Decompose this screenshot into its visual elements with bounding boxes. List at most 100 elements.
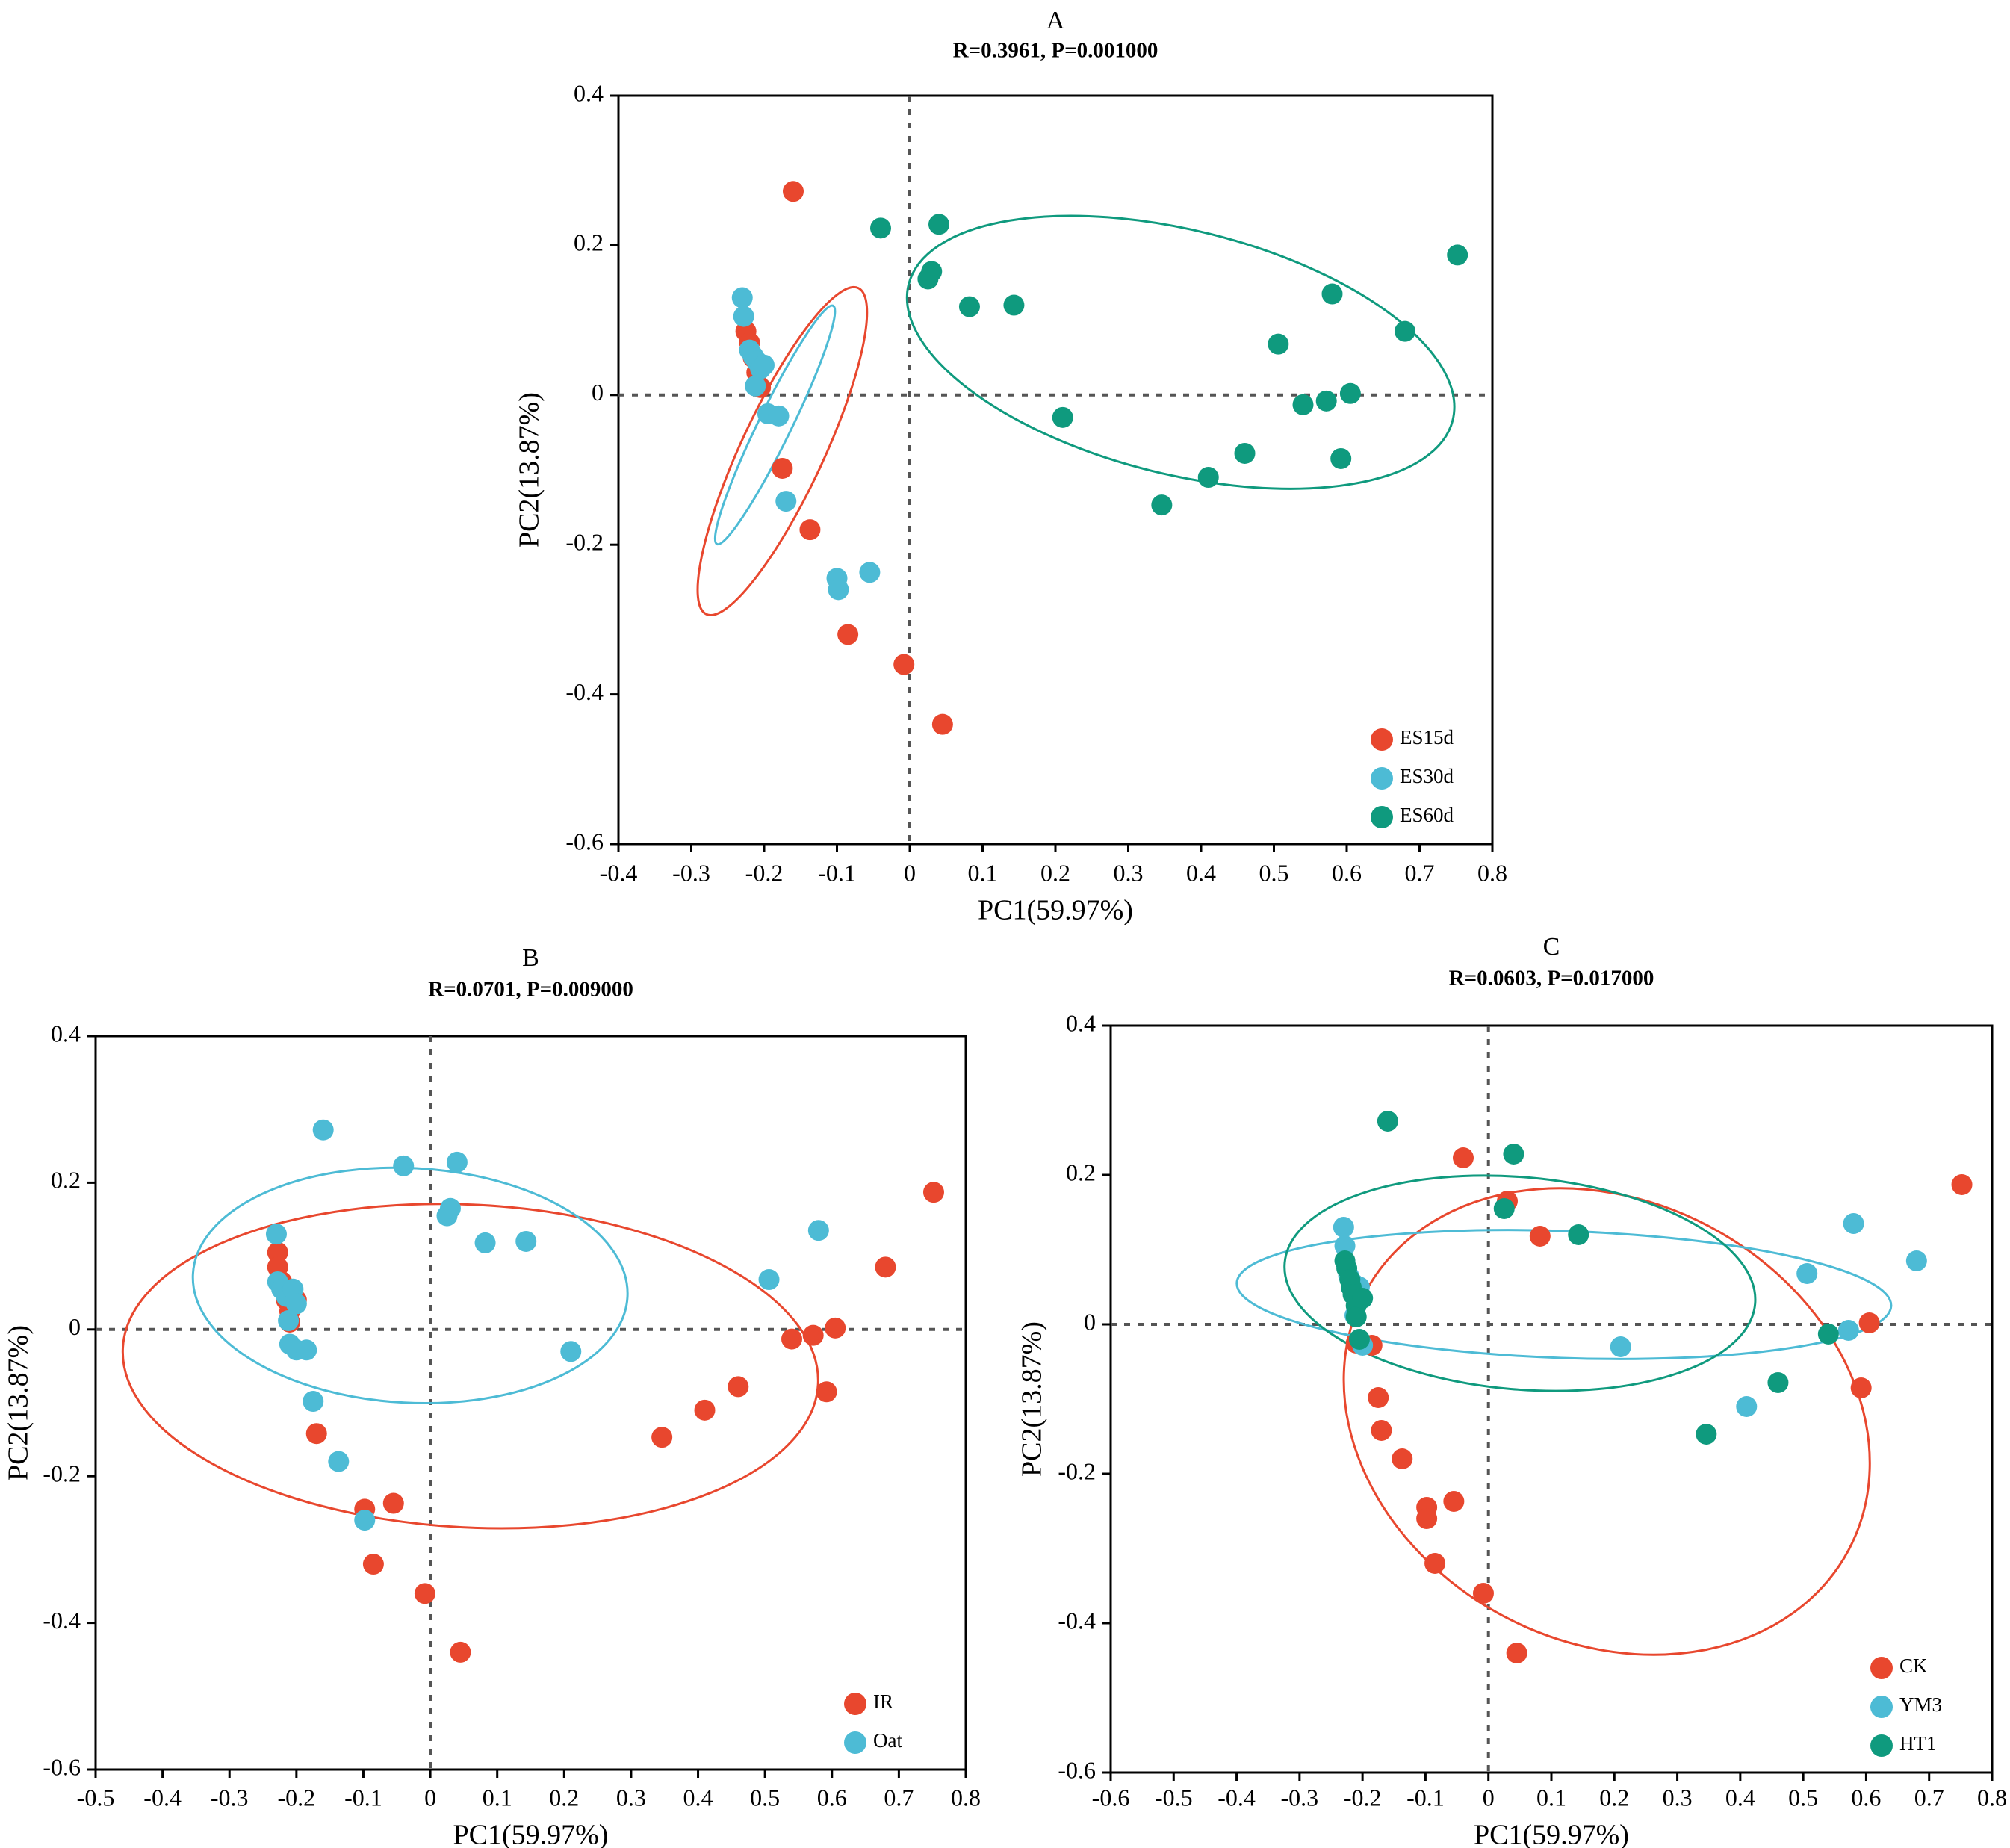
panel-a: A R=0.3961, P=0.001000 -0.4 -0.3 -0.2 -0.1 0 0.…: [514, 7, 1507, 926]
panel-a-y-tick-label: 0.4: [574, 79, 604, 106]
panel-b-plot-frame: [94, 1035, 967, 1771]
panel-b-point-ir: [694, 1399, 716, 1421]
panel-b-x-tick-label: 0: [424, 1784, 436, 1811]
panel-a-x-tick-label: 0.3: [1114, 859, 1144, 886]
panel-b-x-tick-label: -0.2: [278, 1784, 316, 1811]
panel-a-point-es60d: [1447, 244, 1468, 266]
panel-c-series-ht1: [1334, 1111, 1839, 1445]
panel-a-point-es30d: [775, 491, 797, 512]
panel-a-point-es60d: [1330, 447, 1352, 469]
panel-b-point-ir: [450, 1641, 471, 1663]
panel-b-x-tick-label: -0.4: [143, 1784, 182, 1811]
panel-a-series-es30d: [731, 287, 881, 601]
panel-a-point-es15d: [799, 519, 821, 541]
panel-b-x-tick-label: 0.5: [750, 1784, 780, 1811]
panel-b-x-tick-label: 0.7: [884, 1784, 914, 1811]
panel-c-point-ym3: [1736, 1396, 1758, 1417]
panel-a-y-tick-label: 0: [592, 379, 604, 406]
panel-a-legend-marker-es15d: [1371, 728, 1393, 751]
panel-c-legend-label-ck: CK: [1899, 1655, 1928, 1677]
panel-c-point-ym3: [1843, 1213, 1864, 1234]
panel-c-x-tick-label: -0.5: [1155, 1784, 1193, 1811]
panel-c-stats: R=0.0603, P=0.017000: [1449, 967, 1654, 990]
panel-a-point-es60d: [1292, 394, 1314, 415]
panel-b-point-ir: [825, 1317, 846, 1339]
panel-b-point-oat: [560, 1341, 582, 1362]
panel-b-y-tick-label: -0.6: [43, 1753, 81, 1780]
panel-b-point-oat: [439, 1197, 461, 1219]
panel-b-point-ir: [728, 1376, 749, 1398]
panel-b-point-oat: [303, 1391, 324, 1413]
panel-b-point-ir: [305, 1423, 327, 1445]
panel-a-x-tick-label: -0.1: [818, 859, 856, 886]
panel-c-x-tick-label: 0.2: [1599, 1784, 1629, 1811]
panel-c-point-ym3: [1905, 1250, 1927, 1271]
panel-b-point-ir: [781, 1328, 802, 1350]
panel-b-point-oat: [758, 1269, 780, 1291]
panel-b-legend-marker-ir: [844, 1693, 866, 1715]
panel-a-point-es15d: [783, 181, 804, 202]
panel-b-ellipse-blue: [191, 1166, 629, 1405]
panel-c: C R=0.0603, P=0.017000 -0.6 -0.5 -0.4 -0.3 -0.…: [1017, 933, 2007, 1848]
panel-a-point-es30d: [754, 354, 775, 376]
panel-b-x-tick-label: 0.1: [483, 1784, 512, 1811]
panel-a-point-es60d: [1321, 283, 1343, 305]
panel-c-x-tick-label: 0.6: [1851, 1784, 1881, 1811]
panel-c-point-ck: [1368, 1387, 1389, 1408]
panel-c-y-tick-label: -0.2: [1058, 1457, 1096, 1484]
panel-a-x-tick-label: 0: [904, 859, 916, 886]
panel-b-point-ir: [816, 1381, 837, 1403]
panel-b-point-oat: [515, 1230, 537, 1252]
panel-c-point-ck: [1951, 1174, 1973, 1195]
panel-b-x-axis-title: PC1(59.97%): [453, 1820, 609, 1848]
panel-c-legend-marker-ht1: [1870, 1734, 1893, 1757]
panel-a-x-tick-label: 0.7: [1405, 859, 1435, 886]
panel-c-x-tick-label: 0.4: [1725, 1784, 1755, 1811]
panel-c-point-ht1: [1568, 1224, 1589, 1245]
panel-a-point-es30d: [745, 375, 766, 397]
panel-a-point-es15d: [893, 654, 915, 675]
panel-a-point-es15d: [837, 624, 859, 645]
panel-b-point-oat: [354, 1510, 376, 1531]
panel-b-x-tick-label: 0.6: [817, 1784, 847, 1811]
panel-c-point-ht1: [1503, 1144, 1524, 1165]
panel-b-point-oat: [278, 1310, 300, 1332]
panel-b-point-oat: [807, 1220, 829, 1241]
panel-b-point-oat: [446, 1151, 468, 1173]
panel-a-ellipse-green: [905, 214, 1456, 490]
panel-b-point-ir: [875, 1256, 896, 1278]
panel-c-x-tick-label: 0: [1483, 1784, 1495, 1811]
panel-b-x-tick-label: -0.5: [77, 1784, 115, 1811]
panel-c-x-tick-label: -0.1: [1406, 1784, 1445, 1811]
panel-a-x-tick-label: 0.2: [1040, 859, 1070, 886]
panel-c-point-ck: [1472, 1583, 1494, 1604]
panel-a-x-tick-label: 0.4: [1186, 859, 1216, 886]
panel-b-point-ir: [414, 1583, 435, 1604]
panel-a-point-es60d: [921, 261, 943, 282]
panel-a-point-es60d: [1268, 333, 1289, 355]
panel-b-point-ir: [802, 1324, 824, 1346]
panel-b-x-tick-label: 0.8: [951, 1784, 981, 1811]
panel-c-point-ck: [1371, 1420, 1392, 1441]
panel-b-point-oat: [312, 1119, 334, 1141]
panel-b-point-oat: [265, 1224, 287, 1245]
panel-b-x-tick-label: -0.1: [344, 1784, 382, 1811]
panel-c-point-ht1: [1493, 1198, 1515, 1219]
panel-b-point-oat: [285, 1293, 307, 1315]
panel-b-point-ir: [362, 1554, 384, 1575]
panel-c-point-ht1: [1352, 1288, 1374, 1309]
panel-a-point-es30d: [828, 579, 849, 601]
panel-b-ellipse-red: [121, 1203, 819, 1530]
panel-a-stats: R=0.3961, P=0.001000: [953, 39, 1158, 63]
panel-a-y-axis-title: PC2(13.87%): [514, 392, 545, 548]
panel-c-x-tick-label: 0.8: [1977, 1784, 2007, 1811]
panel-c-point-ym3: [1837, 1320, 1859, 1341]
panel-c-legend-marker-ck: [1870, 1657, 1893, 1679]
panel-c-x-tick-label: -0.6: [1092, 1784, 1130, 1811]
panel-b-legend-marker-oat: [844, 1731, 866, 1754]
panel-b-point-oat: [328, 1451, 350, 1472]
panel-a-point-es30d: [768, 405, 790, 427]
panel-a-point-es30d: [733, 306, 754, 327]
panel-b-x-tick-label: -0.3: [211, 1784, 249, 1811]
